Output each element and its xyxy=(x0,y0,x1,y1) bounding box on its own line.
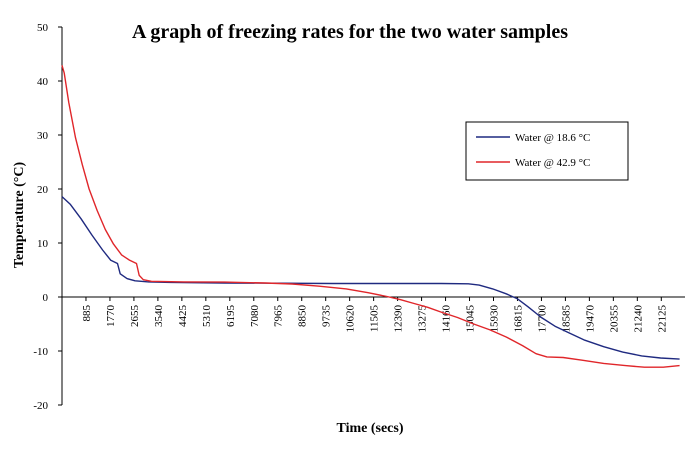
y-tick-label: 30 xyxy=(37,130,49,142)
x-tick-label: 15045 xyxy=(465,305,477,333)
y-tick-label: 40 xyxy=(37,76,49,88)
x-axis-label: Time (secs) xyxy=(337,421,404,436)
x-tick-label: 18585 xyxy=(560,305,572,333)
x-tick-label: 15930 xyxy=(488,305,500,333)
x-tick-label: 20355 xyxy=(608,305,620,333)
series-line-1 xyxy=(61,196,680,360)
x-tick-label: 22125 xyxy=(656,305,668,333)
x-tick-label: 885 xyxy=(81,305,93,322)
legend-label-series-1: Water @ 18.6 °C xyxy=(515,132,590,144)
y-tick-label: 50 xyxy=(37,22,49,34)
x-tick-label: 7080 xyxy=(249,305,261,328)
legend: Water @ 18.6 °C Water @ 42.9 °C xyxy=(465,121,629,181)
x-tick-label: 1770 xyxy=(105,305,117,328)
x-tick-label: 11505 xyxy=(369,305,381,333)
x-tick-label: 12390 xyxy=(393,305,405,333)
x-tick-label: 19470 xyxy=(584,305,596,333)
x-tick-label: 14160 xyxy=(441,305,453,333)
series-line-2 xyxy=(61,65,680,368)
x-tick-label: 5310 xyxy=(201,305,213,328)
y-tick-label: 10 xyxy=(37,238,49,250)
legend-label-series-2: Water @ 42.9 °C xyxy=(515,157,590,169)
plot-area xyxy=(61,65,680,368)
x-tick-label: 4425 xyxy=(177,305,189,328)
x-tick-label: 8850 xyxy=(297,305,309,328)
x-tick-label: 6195 xyxy=(225,305,237,328)
x-tick-label: 16815 xyxy=(512,305,524,333)
y-tick-label: 20 xyxy=(37,184,49,196)
legend-box xyxy=(465,121,629,181)
chart-title: A graph of freezing rates for the two wa… xyxy=(132,21,568,43)
chart-axes: -20 -10 0 10 20 30 40 50 885 1770 2655 3540 4425 5310… xyxy=(33,22,685,412)
x-tick-label: 9735 xyxy=(321,305,333,328)
x-tick-label: 10620 xyxy=(345,305,357,333)
x-tick-label: 21240 xyxy=(632,305,644,333)
x-tick-label: 2655 xyxy=(129,305,141,328)
x-tick-label: 13275 xyxy=(417,305,429,333)
y-axis-label: Temperature (°C) xyxy=(12,162,27,269)
y-tick-label: -20 xyxy=(33,400,48,412)
y-tick-label: 0 xyxy=(43,292,49,304)
y-tick-label: -10 xyxy=(33,346,48,358)
x-tick-label: 3540 xyxy=(153,305,165,328)
x-tick-label: 7965 xyxy=(273,305,285,328)
